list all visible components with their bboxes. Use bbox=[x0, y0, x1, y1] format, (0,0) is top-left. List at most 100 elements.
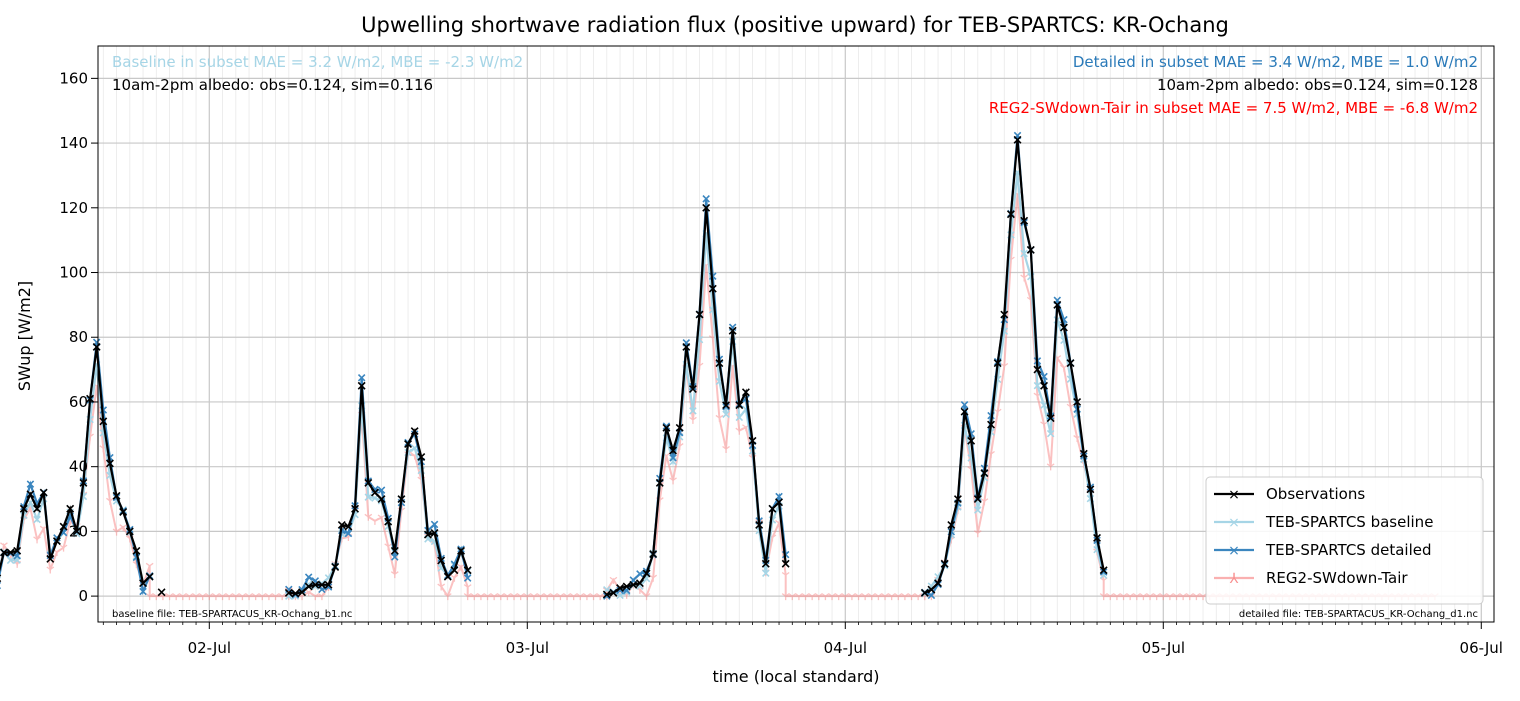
data-point-reg2 bbox=[973, 530, 982, 538]
data-point-detailed bbox=[702, 195, 710, 203]
data-point-baseline bbox=[689, 407, 697, 415]
axes-ticks: 02-Jul 03-Jul 04-Jul 05-Jul 06-Jul 0 20 40 60 80 1… bbox=[59, 69, 1503, 657]
data-point-reg2 bbox=[450, 574, 459, 582]
data-point-observations bbox=[46, 554, 55, 563]
x-tick-label: 06-Jul bbox=[1460, 639, 1503, 657]
data-point-observations bbox=[145, 572, 154, 581]
data-point-observations bbox=[748, 436, 757, 445]
data-point-observations bbox=[1066, 359, 1075, 368]
detailed-stats-annotation: Detailed in subset MAE = 3.4 W/m2, MBE =… bbox=[1073, 53, 1478, 71]
data-point-observations bbox=[761, 559, 770, 568]
grid bbox=[98, 46, 1494, 622]
data-point-observations bbox=[284, 588, 293, 597]
data-point-detailed bbox=[927, 591, 936, 600]
reg2-stats-annotation: REG2-SWdown-Tair in subset MAE = 7.5 W/m… bbox=[989, 99, 1478, 117]
data-point-observations bbox=[649, 550, 658, 559]
data-point-observations bbox=[1026, 245, 1035, 254]
data-point-observations bbox=[59, 522, 68, 531]
x-tick-label: 05-Jul bbox=[1142, 639, 1185, 657]
data-point-reg2 bbox=[46, 566, 55, 574]
data-point-reg2 bbox=[715, 414, 724, 422]
data-point-detailed bbox=[636, 570, 644, 578]
x-axis-label: time (local standard) bbox=[712, 667, 879, 686]
x-tick-label: 03-Jul bbox=[506, 639, 549, 657]
data-point-observations bbox=[741, 388, 750, 397]
data-point-observations bbox=[695, 310, 704, 319]
data-point-baseline bbox=[33, 515, 41, 524]
data-point-observations bbox=[1040, 381, 1049, 390]
data-point-observations bbox=[642, 569, 651, 578]
data-point-observations bbox=[920, 588, 929, 597]
legend-label-detailed: TEB-SPARTCS detailed bbox=[1265, 541, 1432, 559]
data-point-observations bbox=[410, 427, 419, 436]
baseline-file-note: baseline file: TEB-SPARTACUS_KR-Ochang_b… bbox=[112, 609, 352, 620]
data-point-observations bbox=[960, 407, 969, 416]
data-point-observations bbox=[1053, 300, 1062, 309]
data-point-reg2 bbox=[112, 528, 121, 536]
data-point-observations bbox=[1006, 210, 1015, 219]
detailed-albedo-annotation: 10am-2pm albedo: obs=0.124, sim=0.128 bbox=[1157, 76, 1478, 94]
data-point-observations bbox=[52, 537, 61, 546]
data-point-reg2 bbox=[781, 571, 790, 579]
data-point-observations bbox=[72, 527, 81, 536]
data-point-observations bbox=[629, 580, 638, 589]
data-point-reg2 bbox=[669, 477, 677, 485]
legend-label-reg2: REG2-SWdown-Tair bbox=[1266, 569, 1408, 587]
data-point-observations bbox=[722, 401, 731, 410]
data-point-reg2 bbox=[980, 498, 989, 506]
chart-title: Upwelling shortwave radiation flux (posi… bbox=[361, 13, 1229, 37]
data-point-reg2 bbox=[390, 571, 399, 579]
data-point-baseline bbox=[364, 493, 373, 501]
data-point-reg2 bbox=[722, 445, 730, 454]
legend-marker: ⅄ bbox=[1229, 571, 1239, 587]
series-line-observations bbox=[924, 139, 1105, 594]
data-point-observations bbox=[927, 585, 936, 594]
data-point-observations bbox=[417, 453, 426, 461]
data-point-observations bbox=[33, 504, 42, 513]
legend: × Observations × TEB-SPARTCS baseline × … bbox=[1205, 476, 1484, 605]
data-point-observations bbox=[967, 436, 976, 445]
data-point-observations bbox=[669, 446, 678, 455]
data-point-reg2 bbox=[318, 593, 326, 601]
data-point-observations bbox=[1020, 216, 1029, 225]
data-point-reg2 bbox=[649, 574, 658, 582]
data-point-observations bbox=[86, 394, 95, 403]
data-point-observations bbox=[675, 423, 684, 432]
legend-entry-baseline: × TEB-SPARTCS baseline bbox=[1214, 513, 1433, 531]
series-observations bbox=[0, 135, 1108, 599]
data-point-observations bbox=[1013, 135, 1022, 144]
data-point-observations bbox=[662, 423, 671, 432]
data-point-observations bbox=[934, 579, 943, 588]
data-point-detailed bbox=[722, 402, 730, 411]
data-point-observations bbox=[377, 495, 386, 503]
data-point-observations bbox=[973, 495, 982, 503]
data-point-reg2 bbox=[735, 427, 744, 435]
data-point-observations bbox=[1059, 323, 1068, 332]
data-point-baseline bbox=[762, 569, 770, 578]
data-point-detailed bbox=[344, 529, 353, 538]
data-point-reg2 bbox=[119, 524, 128, 532]
data-point-reg2 bbox=[1060, 364, 1068, 372]
data-point-observations bbox=[622, 582, 631, 591]
data-point-reg2 bbox=[0, 542, 8, 550]
data-point-reg2 bbox=[33, 536, 41, 544]
data-point-observations bbox=[384, 517, 393, 526]
plot-area bbox=[0, 131, 1439, 601]
y-tick-label: 80 bbox=[69, 328, 88, 346]
data-point-detailed bbox=[139, 587, 147, 596]
data-point-reg2 bbox=[609, 576, 618, 584]
y-tick-label: 40 bbox=[69, 458, 88, 476]
data-point-observations bbox=[1086, 485, 1095, 494]
data-point-observations bbox=[1093, 533, 1102, 542]
data-point-detailed bbox=[430, 520, 439, 529]
data-point-observations bbox=[430, 529, 439, 537]
data-point-observations bbox=[715, 359, 724, 368]
y-tick-label: 0 bbox=[78, 587, 88, 605]
legend-box bbox=[1205, 476, 1484, 605]
legend-entry-detailed: × TEB-SPARTCS detailed bbox=[1214, 541, 1432, 559]
data-point-observations bbox=[139, 579, 148, 588]
data-point-observations bbox=[66, 504, 75, 513]
data-point-observations bbox=[1073, 397, 1082, 406]
data-point-reg2 bbox=[1000, 363, 1009, 371]
